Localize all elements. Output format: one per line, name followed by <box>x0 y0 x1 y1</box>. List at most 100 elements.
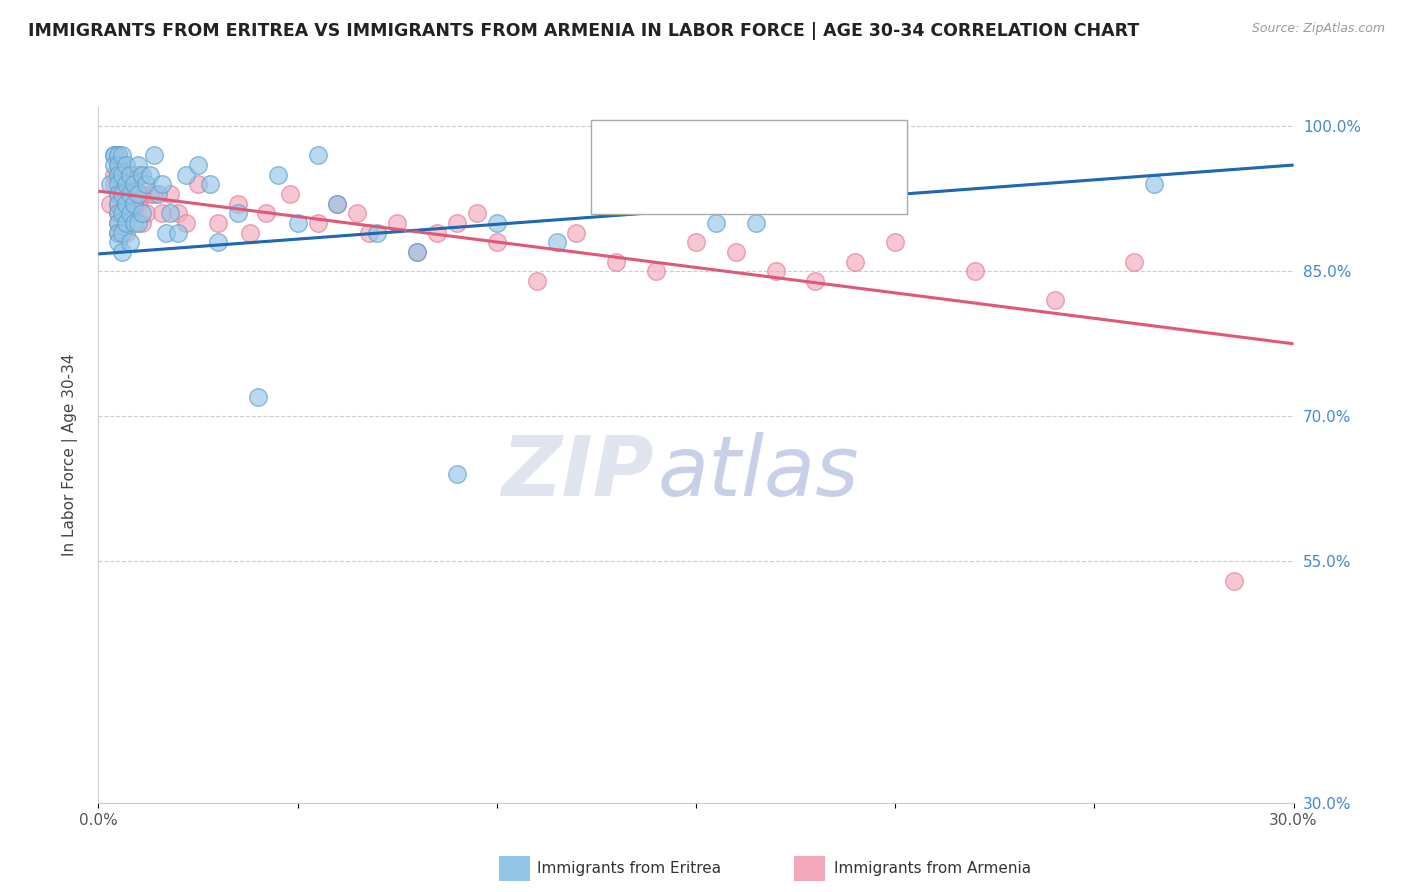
Point <box>111 244 134 259</box>
Point <box>155 226 177 240</box>
Point <box>111 148 134 162</box>
Point <box>107 196 129 211</box>
Point <box>174 168 197 182</box>
Point <box>107 196 129 211</box>
Point <box>111 187 134 202</box>
Point <box>107 226 129 240</box>
Point <box>131 206 153 220</box>
Point <box>346 206 368 220</box>
Point <box>187 158 209 172</box>
Point <box>107 168 129 182</box>
Point <box>107 178 129 192</box>
Point <box>111 226 134 240</box>
Point <box>107 158 129 172</box>
Point <box>131 216 153 230</box>
Point <box>111 158 134 172</box>
Point <box>143 187 166 202</box>
Point <box>150 206 173 220</box>
Point <box>1143 178 1166 192</box>
Point <box>115 226 138 240</box>
Point <box>565 226 588 240</box>
Point <box>115 187 138 202</box>
Point <box>207 216 229 230</box>
Text: R =  0.178   N = 64: R = 0.178 N = 64 <box>652 147 842 165</box>
Point <box>115 158 138 172</box>
Point <box>107 206 129 220</box>
Point <box>120 206 142 220</box>
Point <box>724 244 747 259</box>
Point <box>107 187 129 202</box>
Point <box>765 264 787 278</box>
Point <box>226 196 249 211</box>
Point <box>246 390 269 404</box>
Point <box>426 226 449 240</box>
Point <box>366 226 388 240</box>
Point <box>139 168 162 182</box>
Point <box>135 206 157 220</box>
Point <box>685 235 707 250</box>
Point <box>159 206 181 220</box>
Point <box>167 226 190 240</box>
Point <box>115 178 138 192</box>
Point <box>150 178 173 192</box>
Point <box>884 187 907 202</box>
Point <box>120 196 142 211</box>
Point <box>131 168 153 182</box>
Point <box>804 274 827 288</box>
Point <box>159 187 181 202</box>
Point <box>645 264 668 278</box>
Point <box>111 168 134 182</box>
Point <box>546 235 568 250</box>
Point <box>278 187 301 202</box>
Point <box>107 226 129 240</box>
Point <box>267 168 290 182</box>
Point <box>124 168 146 182</box>
Point <box>107 206 129 220</box>
Point <box>107 148 129 162</box>
Point <box>127 216 149 230</box>
Point <box>107 216 129 230</box>
Point <box>254 206 277 220</box>
Point <box>446 216 468 230</box>
Point <box>120 187 142 202</box>
Point <box>127 187 149 202</box>
Text: ZIP: ZIP <box>501 433 654 513</box>
Point <box>1043 293 1066 308</box>
Y-axis label: In Labor Force | Age 30-34: In Labor Force | Age 30-34 <box>62 353 77 557</box>
Point <box>963 264 986 278</box>
Point <box>884 235 907 250</box>
Point <box>135 178 157 192</box>
Point <box>124 178 146 192</box>
Point <box>526 274 548 288</box>
Point <box>485 216 508 230</box>
Point <box>100 178 122 192</box>
Point <box>115 216 138 230</box>
Point <box>446 467 468 482</box>
Point <box>605 187 627 202</box>
Point <box>307 216 329 230</box>
Point <box>143 148 166 162</box>
Point <box>111 206 134 220</box>
Point <box>187 178 209 192</box>
Point <box>120 168 142 182</box>
Point <box>120 235 142 250</box>
Point <box>198 178 221 192</box>
Point <box>704 216 727 230</box>
Point <box>127 196 149 211</box>
Point <box>326 196 349 211</box>
Point <box>307 148 329 162</box>
Point <box>226 206 249 220</box>
Point <box>385 216 409 230</box>
Point <box>103 178 125 192</box>
Point <box>107 168 129 182</box>
Point <box>103 168 125 182</box>
Point <box>131 187 153 202</box>
Point <box>124 206 146 220</box>
Point <box>103 158 125 172</box>
Point <box>111 206 134 220</box>
Point <box>406 244 429 259</box>
Point <box>174 216 197 230</box>
Point <box>326 196 349 211</box>
Point <box>605 254 627 268</box>
Point <box>107 158 129 172</box>
